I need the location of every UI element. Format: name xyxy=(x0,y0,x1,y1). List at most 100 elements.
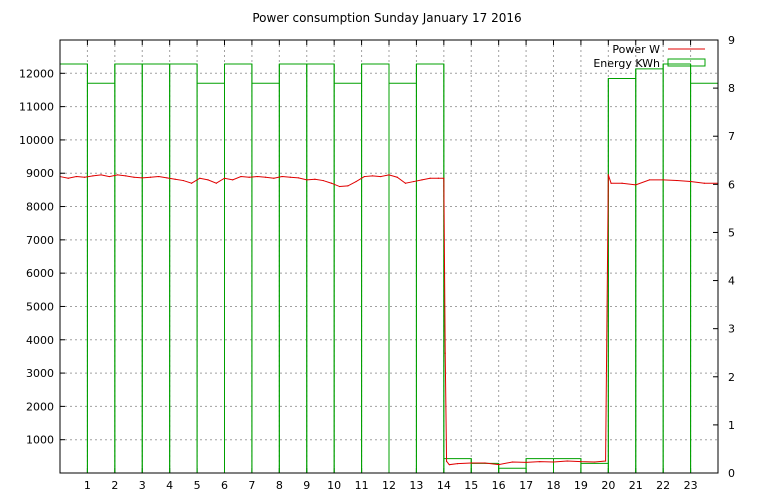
power-point xyxy=(199,177,201,179)
power-point xyxy=(404,182,407,184)
power-point xyxy=(443,177,445,179)
power-point xyxy=(149,176,152,178)
power-point xyxy=(445,460,448,462)
power-point xyxy=(580,461,582,463)
y1-tick-label: 1000 xyxy=(26,434,54,447)
x-tick-label: 5 xyxy=(194,479,201,492)
y2-tick-label: 4 xyxy=(728,275,735,288)
x-tick-label: 7 xyxy=(248,479,255,492)
power-point xyxy=(84,176,86,178)
power-series xyxy=(59,174,719,466)
power-point xyxy=(552,461,555,463)
y1-tick-label: 7000 xyxy=(26,234,54,247)
power-point xyxy=(133,176,135,178)
power-point xyxy=(191,182,193,184)
power-point xyxy=(470,462,472,464)
x-tick-label: 21 xyxy=(629,479,643,492)
y2-tick-label: 3 xyxy=(728,323,735,336)
power-point xyxy=(182,179,184,182)
x-tick-label: 10 xyxy=(327,479,341,492)
x-tick-label: 17 xyxy=(519,479,533,492)
power-point xyxy=(539,461,541,463)
y1-tick-label: 9000 xyxy=(26,167,54,180)
y1-tick-label: 8000 xyxy=(26,201,54,214)
x-tick-label: 8 xyxy=(276,479,283,492)
power-point xyxy=(289,176,291,178)
power-point xyxy=(232,179,234,181)
power-point xyxy=(339,185,341,188)
x-tick-label: 16 xyxy=(492,479,506,492)
power-point xyxy=(141,177,143,179)
power-point xyxy=(306,179,308,181)
power-point xyxy=(248,176,250,178)
power-point xyxy=(511,461,513,463)
y1-tick-label: 6000 xyxy=(26,267,54,280)
power-point xyxy=(380,175,382,178)
x-tick-label: 12 xyxy=(382,479,396,492)
power-point xyxy=(662,179,664,181)
power-point xyxy=(223,177,226,179)
power-point xyxy=(594,461,596,463)
power-point xyxy=(207,179,209,181)
power-point xyxy=(363,175,365,178)
x-tick-label: 18 xyxy=(547,479,561,492)
x-tick-label: 15 xyxy=(464,479,478,492)
power-point xyxy=(648,179,651,181)
y1-tick-label: 4000 xyxy=(26,334,54,347)
legend-power-label: Power W xyxy=(612,43,660,56)
x-tick-label: 4 xyxy=(166,479,173,492)
x-tick-label: 13 xyxy=(409,479,423,492)
power-point xyxy=(635,184,637,186)
x-tick-label: 2 xyxy=(111,479,118,492)
x-tick-label: 1 xyxy=(84,479,91,492)
power-point xyxy=(448,464,450,466)
power-point xyxy=(413,180,415,183)
x-tick-label: 20 xyxy=(601,479,615,492)
y2-tick-label: 1 xyxy=(728,419,735,432)
y1-tick-label: 10000 xyxy=(19,134,54,147)
y2-tick-label: 5 xyxy=(728,226,735,239)
power-point xyxy=(437,177,439,179)
x-tick-label: 22 xyxy=(656,479,670,492)
power-point xyxy=(158,175,160,178)
power-point xyxy=(610,182,612,184)
legend-energy-swatch xyxy=(667,58,706,67)
power-point xyxy=(484,462,486,464)
power-point xyxy=(703,182,705,184)
y2-tick-label: 7 xyxy=(728,130,735,143)
power-point xyxy=(92,175,94,177)
y2-tick-label: 0 xyxy=(728,467,735,480)
power-point xyxy=(100,174,102,176)
power-point xyxy=(75,175,78,178)
power-point xyxy=(116,174,119,176)
power-point xyxy=(265,176,267,178)
energy-series xyxy=(59,63,719,473)
power-point xyxy=(314,178,316,180)
x-tick-label: 3 xyxy=(139,479,146,492)
power-point xyxy=(566,460,568,462)
power-point xyxy=(166,177,168,179)
x-tick-label: 19 xyxy=(574,479,588,492)
power-point xyxy=(330,182,333,184)
y1-tick-label: 11000 xyxy=(19,101,54,114)
power-point xyxy=(456,463,459,465)
power-point xyxy=(355,180,357,183)
y1-tick-label: 5000 xyxy=(26,300,54,313)
x-tick-label: 23 xyxy=(684,479,698,492)
power-point xyxy=(108,175,110,178)
legend: Power W Energy KWh xyxy=(593,43,706,70)
power-point xyxy=(215,182,217,184)
power-point xyxy=(125,175,127,177)
power-point xyxy=(240,175,242,178)
power-point xyxy=(256,175,258,178)
power-point xyxy=(525,461,527,463)
power-point xyxy=(689,180,692,183)
power-point xyxy=(444,352,446,354)
power-point xyxy=(396,176,398,178)
power-point xyxy=(498,464,500,466)
x-tick-label: 14 xyxy=(437,479,451,492)
power-point xyxy=(388,174,390,176)
power-point xyxy=(676,179,678,182)
chart-title: Power consumption Sunday January 17 2016 xyxy=(252,11,521,25)
